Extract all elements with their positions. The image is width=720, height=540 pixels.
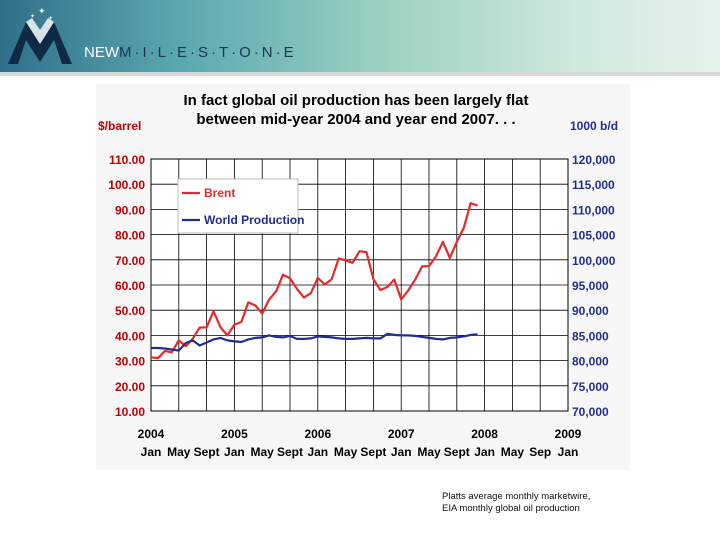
- source-note: Platts average monthly marketwire, EIA m…: [442, 491, 590, 515]
- month-tick-label: May: [417, 445, 441, 459]
- month-tick-label: Sept: [277, 445, 303, 459]
- chart-title-line2: between mid-year 2004 and year end 2007.…: [196, 111, 515, 128]
- legend-label: World Production: [204, 213, 304, 227]
- year-tick-label: 2008: [471, 427, 498, 441]
- left-tick-label: 100.00: [108, 178, 145, 192]
- svg-text:✦: ✦: [30, 13, 35, 20]
- month-tick-label: Sept: [444, 445, 470, 459]
- legend-box: [177, 178, 299, 234]
- month-tick-label: May: [334, 445, 358, 459]
- left-tick-label: 70.00: [115, 254, 145, 268]
- left-tick-label: 60.00: [115, 279, 145, 293]
- year-tick-label: 2006: [304, 427, 331, 441]
- brand-name: M·I·L·E·S·T·O·N·E: [119, 44, 297, 61]
- source-line2: EIA monthly global oil production: [442, 503, 580, 514]
- month-tick-label: Jan: [307, 445, 328, 459]
- left-axis-unit: $/barrel: [98, 119, 141, 133]
- milestone-logo-icon: ✦ ✦ ✦: [8, 6, 72, 64]
- source-line1: Platts average monthly marketwire,: [442, 491, 591, 502]
- month-tick-label: Sep: [529, 445, 551, 459]
- year-tick-label: 2007: [388, 427, 415, 441]
- right-tick-label: 70,000: [572, 405, 609, 419]
- right-tick-label: 95,000: [572, 279, 609, 293]
- left-tick-label: 80.00: [115, 229, 145, 243]
- month-tick-label: Sept: [194, 445, 220, 459]
- brand-wordmark: NEWM·I·L·E·S·T·O·N·E: [84, 44, 297, 61]
- right-tick-label: 80,000: [572, 355, 609, 369]
- svg-text:✦: ✦: [38, 6, 46, 16]
- month-tick-label: May: [501, 445, 525, 459]
- left-tick-label: 10.00: [115, 405, 145, 419]
- month-tick-label: Jan: [474, 445, 495, 459]
- left-tick-label: 30.00: [115, 355, 145, 369]
- month-tick-label: Jan: [224, 445, 245, 459]
- month-tick-label: Jan: [141, 445, 162, 459]
- right-tick-label: 120,000: [572, 153, 616, 167]
- legend-label: Brent: [204, 186, 235, 200]
- month-tick-label: May: [167, 445, 191, 459]
- month-tick-label: Sept: [360, 445, 386, 459]
- month-tick-label: Jan: [558, 445, 579, 459]
- right-tick-label: 100,000: [572, 254, 616, 268]
- month-tick-label: May: [251, 445, 275, 459]
- header-banner: [0, 0, 720, 72]
- left-tick-label: 20.00: [115, 380, 145, 394]
- left-tick-label: 90.00: [115, 203, 145, 217]
- series-line-brent: [150, 201, 478, 360]
- month-tick-label: Jan: [391, 445, 412, 459]
- chart-panel: In fact global oil production has been l…: [96, 84, 630, 470]
- oil-chart: In fact global oil production has been l…: [98, 92, 618, 459]
- right-tick-label: 110,000: [572, 203, 615, 217]
- right-tick-label: 75,000: [572, 380, 609, 394]
- left-tick-label: 40.00: [115, 329, 145, 343]
- left-tick-label: 50.00: [115, 304, 145, 318]
- right-tick-label: 105,000: [572, 229, 616, 243]
- svg-text:✦: ✦: [48, 15, 53, 22]
- right-tick-label: 115,000: [572, 178, 615, 192]
- chart-title-line1: In fact global oil production has been l…: [183, 92, 528, 109]
- left-tick-label: 110.00: [109, 153, 145, 167]
- series-line-world-production: [151, 332, 478, 352]
- year-tick-label: 2009: [555, 427, 582, 441]
- brand-prefix: NEW: [84, 44, 119, 61]
- header-divider: [0, 72, 720, 76]
- right-tick-label: 90,000: [572, 304, 609, 318]
- year-tick-label: 2004: [138, 427, 165, 441]
- year-tick-label: 2005: [221, 427, 248, 441]
- right-axis-unit: 1000 b/d: [570, 119, 618, 133]
- right-tick-label: 85,000: [572, 329, 609, 343]
